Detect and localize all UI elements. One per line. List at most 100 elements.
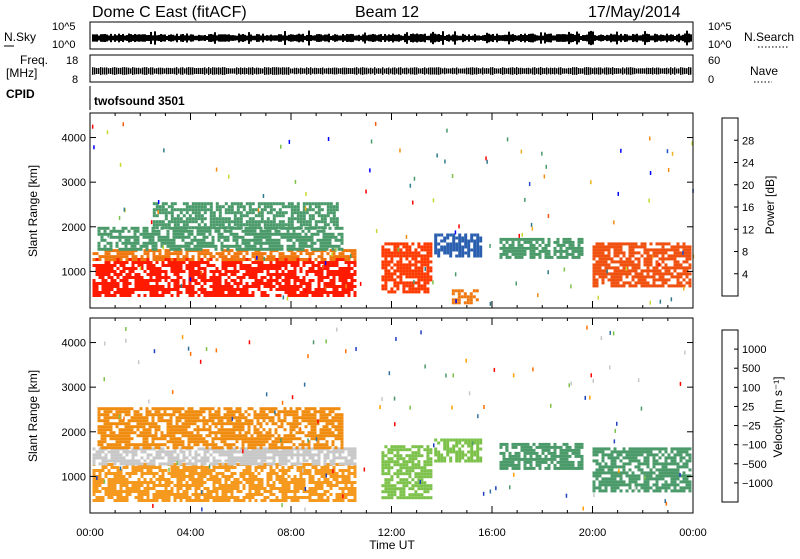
nsky-trace-bar: [312, 36, 314, 41]
heatmap-cell: [405, 251, 408, 254]
heatmap-cell: [270, 462, 273, 465]
heatmap-cell: [243, 499, 246, 502]
heatmap-cell: [144, 450, 147, 453]
heatmap-cell: [452, 301, 455, 304]
heatmap-cell: [288, 282, 291, 285]
heatmap-cell: [212, 242, 215, 245]
heatmap-cell: [225, 208, 228, 211]
heatmap-cell: [93, 252, 96, 255]
heatmap-cell: [185, 230, 188, 233]
heatmap-cell: [348, 469, 351, 472]
heatmap-cell: [324, 214, 327, 217]
heatmap-cell: [269, 230, 272, 233]
heatmap-cell: [680, 275, 683, 278]
heatmap-cell: [122, 434, 125, 437]
heatmap-cell: [242, 239, 245, 242]
heatmap-cell: [231, 456, 234, 459]
heatmap-cell: [306, 258, 309, 261]
heatmap-cell: [162, 255, 165, 258]
heatmap-cell: [138, 294, 141, 297]
nsky-trace-bar: [652, 36, 654, 41]
heatmap-cell: [143, 242, 146, 245]
heatmap-cell: [327, 466, 330, 469]
heatmap-cell: [396, 266, 399, 269]
heatmap-cell: [96, 469, 99, 472]
freq-trace-bar: [452, 68, 453, 74]
heatmap-cell: [390, 275, 393, 278]
freq-trace-bar: [594, 68, 595, 75]
heatmap-cell: [279, 478, 282, 481]
nsky-trace-bar: [666, 34, 668, 43]
heatmap-cell: [174, 258, 177, 261]
heatmap-noise-point: [650, 171, 652, 175]
heatmap-cell: [156, 267, 159, 270]
heatmap-cell: [273, 469, 276, 472]
heatmap-cell: [282, 453, 285, 456]
heatmap-noise-point: [425, 267, 427, 271]
heatmap-cell: [138, 279, 141, 282]
heatmap-cell: [303, 294, 306, 297]
heatmap-cell: [414, 260, 417, 263]
heatmap-cell: [348, 453, 351, 456]
heatmap-cell: [420, 260, 423, 263]
heatmap-cell: [464, 295, 467, 298]
heatmap-cell: [318, 478, 321, 481]
heatmap-cell: [131, 227, 134, 230]
heatmap-cell: [149, 410, 152, 413]
heatmap-cell: [108, 285, 111, 288]
heatmap-cell: [530, 256, 533, 259]
heatmap-cell: [102, 276, 105, 279]
heatmap-cell: [125, 407, 128, 410]
heatmap-cell: [470, 292, 473, 295]
nsky-trace-bar: [474, 34, 476, 42]
heatmap-cell: [270, 255, 273, 258]
heatmap-cell: [116, 413, 119, 416]
heatmap-cell: [168, 282, 171, 285]
heatmap-cell: [306, 472, 309, 475]
heatmap-cell: [443, 249, 446, 252]
heatmap-cell: [140, 443, 143, 446]
heatmap-cell: [336, 208, 339, 211]
heatmap-cell: [500, 238, 503, 241]
heatmap-cell: [125, 245, 128, 248]
heatmap-cell: [330, 285, 333, 288]
heatmap-cell: [234, 270, 237, 273]
heatmap-cell: [476, 246, 479, 249]
heatmap-cell: [323, 236, 326, 239]
heatmap-cell: [171, 258, 174, 261]
heatmap-cell: [189, 462, 192, 465]
heatmap-cell: [423, 284, 426, 287]
heatmap-cell: [291, 450, 294, 453]
heatmap-cell: [153, 294, 156, 297]
heatmap-cell: [104, 410, 107, 413]
heatmap-cell: [321, 291, 324, 294]
heatmap-cell: [198, 487, 201, 490]
heatmap-cell: [210, 255, 213, 258]
freq-trace-bar: [322, 67, 323, 74]
nsky-trace-bar: [596, 36, 598, 40]
heatmap-cell: [629, 263, 632, 266]
heatmap-cell: [252, 291, 255, 294]
heatmap-cell: [192, 261, 195, 264]
nsky-trace-bar: [278, 34, 280, 42]
heatmap-cell: [219, 463, 222, 466]
heatmap-cell: [207, 261, 210, 264]
heatmap-cell: [99, 270, 102, 273]
heatmap-cell: [240, 490, 243, 493]
heatmap-cell: [674, 257, 677, 260]
heatmap-cell: [267, 211, 270, 214]
heatmap-cell: [174, 288, 177, 291]
heatmap-cell: [177, 282, 180, 285]
heatmap-cell: [246, 453, 249, 456]
heatmap-cell: [111, 459, 114, 462]
heatmap-cell: [240, 456, 243, 459]
heatmap-cell: [336, 478, 339, 481]
heatmap-cell: [237, 255, 240, 258]
heatmap-cell: [201, 481, 204, 484]
heatmap-cell: [245, 245, 248, 248]
nsky-trace-bar: [394, 35, 396, 41]
heatmap-cell: [105, 490, 108, 493]
heatmap-cell: [108, 459, 111, 462]
heatmap-cell: [327, 456, 330, 459]
heatmap-cell: [273, 459, 276, 462]
